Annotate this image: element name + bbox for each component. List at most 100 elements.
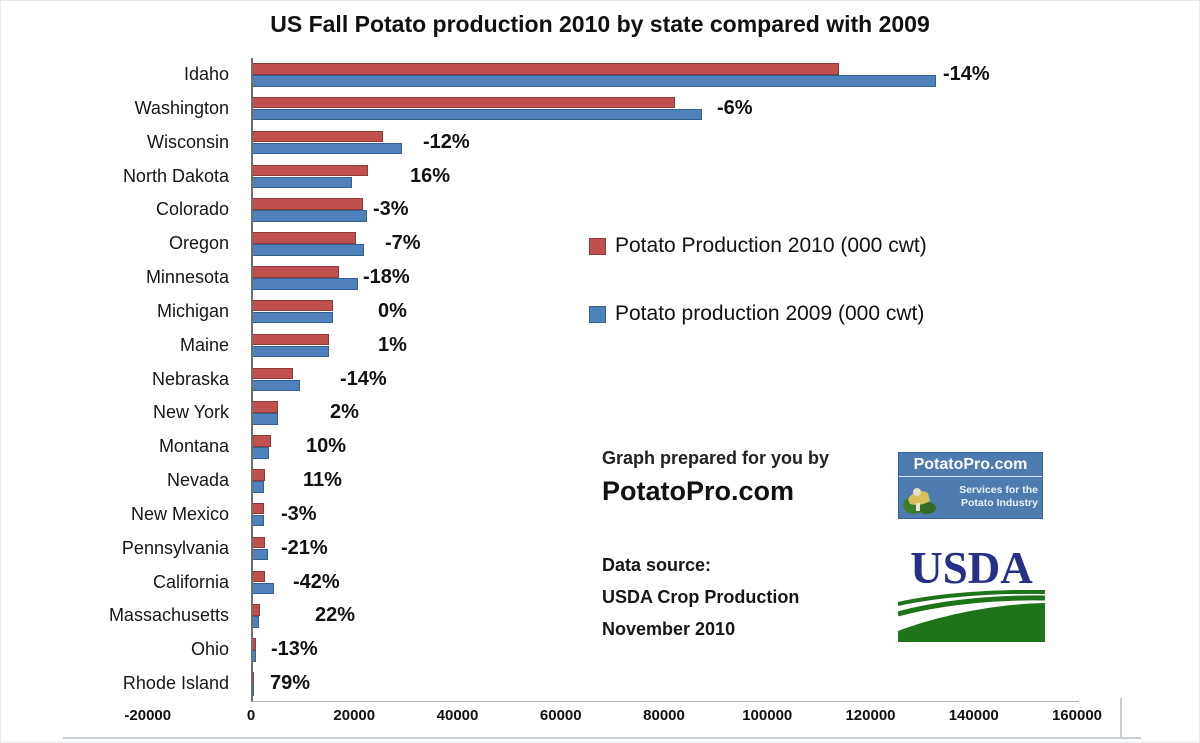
category-label: Maine bbox=[179, 334, 229, 355]
usda-logo-text: USDA bbox=[910, 543, 1033, 593]
category-label: New York bbox=[152, 402, 229, 423]
bar-2009 bbox=[253, 447, 270, 459]
bar-2009 bbox=[253, 616, 259, 628]
bar-2010 bbox=[253, 401, 279, 413]
category-label: Rhode Island bbox=[122, 673, 229, 694]
bar-2010 bbox=[253, 96, 675, 109]
bar-2009 bbox=[253, 142, 402, 155]
legend-label-2009: Potato production 2009 (000 cwt) bbox=[615, 302, 925, 325]
bar-2010 bbox=[253, 570, 266, 583]
bar-2010 bbox=[253, 536, 265, 549]
legend-swatch-2010-icon bbox=[589, 237, 606, 255]
chart-right-border bbox=[1120, 698, 1122, 738]
pct-change-label: 10% bbox=[306, 435, 347, 458]
potatopro-subtitle-line2: Potato Industry bbox=[960, 497, 1038, 509]
chart-title: US Fall Potato production 2010 by state … bbox=[270, 11, 930, 37]
bar-2010 bbox=[253, 266, 340, 278]
usda-logo: USDA bbox=[898, 543, 1045, 644]
x-tick-label: -20000 bbox=[124, 707, 172, 724]
category-label: Massachusetts bbox=[108, 605, 229, 626]
potatopro-logo-body: Services for the Potato Industry bbox=[899, 477, 1042, 518]
x-tick-label: 40000 bbox=[436, 707, 479, 724]
bar-2010 bbox=[253, 638, 256, 650]
pct-change-label: -13% bbox=[271, 638, 318, 661]
pct-change-label: 16% bbox=[410, 164, 451, 187]
bar-2010 bbox=[253, 333, 330, 346]
bar-2009 bbox=[253, 582, 275, 595]
category-label: Oregon bbox=[168, 233, 229, 254]
potatopro-logo: PotatoPro.com Services for the Potato In… bbox=[898, 452, 1043, 519]
pct-change-label: -42% bbox=[293, 570, 340, 593]
bar-2009 bbox=[253, 311, 334, 324]
pct-change-label: 0% bbox=[378, 299, 407, 322]
category-label: Nevada bbox=[166, 470, 229, 491]
category-label: California bbox=[152, 571, 229, 592]
bar-2009 bbox=[253, 244, 364, 256]
bar-2009 bbox=[253, 345, 329, 358]
bar-2009 bbox=[253, 379, 300, 392]
x-axis-tick-labels: -20000 0 20000 40000 60000 80000 100000 120000 1… bbox=[1, 707, 1199, 731]
bar-2009 bbox=[253, 210, 368, 222]
bar-2009 bbox=[253, 684, 254, 696]
bar-2009 bbox=[253, 278, 359, 290]
legend-label-2010: Potato Production 2010 (000 cwt) bbox=[615, 234, 927, 257]
x-tick-label: 160000 bbox=[1051, 707, 1103, 724]
usda-field-icon bbox=[898, 590, 1045, 642]
category-label: Ohio bbox=[190, 639, 229, 660]
x-tick-label: 80000 bbox=[643, 707, 685, 724]
chart-bottom-border bbox=[63, 737, 1141, 739]
pct-change-label: -6% bbox=[717, 96, 753, 119]
pct-change-label: 2% bbox=[330, 401, 359, 424]
pct-change-label: 22% bbox=[315, 604, 356, 627]
bar-2010 bbox=[253, 604, 260, 616]
data-source-line1: Data source: bbox=[602, 555, 712, 575]
bar-2010 bbox=[253, 198, 364, 210]
x-tick-label: 100000 bbox=[742, 707, 793, 724]
potatopro-logo-subtitle: Services for the Potato Industry bbox=[938, 484, 1038, 510]
potatopro-logo-title: PotatoPro.com bbox=[899, 453, 1042, 477]
potato-harvester-icon bbox=[903, 488, 936, 514]
bar-2009 bbox=[253, 650, 256, 662]
pct-change-label: 79% bbox=[270, 672, 311, 695]
potatopro-subtitle-line1: Services for the bbox=[959, 484, 1038, 496]
category-label: Pennsylvania bbox=[121, 537, 229, 558]
category-label: Nebraska bbox=[151, 368, 229, 389]
pct-change-label: -14% bbox=[943, 63, 990, 85]
plot-area: -14% -6% -12% 16% -3% -7% -18% 0% 1% -14% 2% 10% 11%… bbox=[251, 58, 1079, 702]
y-axis-state-labels: Idaho Washington Wisconsin North Dakota Colo… bbox=[1, 58, 239, 701]
bar-2010 bbox=[253, 164, 369, 177]
bar-2009 bbox=[253, 514, 265, 527]
bar-2010 bbox=[253, 63, 839, 75]
bar-2010 bbox=[253, 435, 272, 447]
bar-2009 bbox=[253, 548, 268, 561]
legend-swatch-2009-icon bbox=[589, 305, 606, 323]
category-label: North Dakota bbox=[122, 165, 229, 186]
data-source-line2: USDA Crop Production bbox=[602, 587, 800, 607]
x-tick-label: 0 bbox=[246, 707, 256, 724]
pct-change-label: 1% bbox=[378, 333, 407, 356]
prepared-by-note: Graph prepared for you by PotatoPro.com bbox=[602, 448, 829, 507]
bar-2010 bbox=[253, 130, 384, 143]
bar-2010 bbox=[253, 299, 334, 312]
bar-2009 bbox=[253, 75, 936, 87]
pct-change-label: -7% bbox=[385, 232, 421, 255]
x-tick-label: 20000 bbox=[333, 707, 376, 724]
pct-change-label: -12% bbox=[423, 130, 470, 153]
category-label: Idaho bbox=[183, 64, 229, 84]
pct-change-label: -21% bbox=[281, 536, 328, 559]
bar-2010 bbox=[253, 502, 264, 515]
prepared-by-line: Graph prepared for you by bbox=[602, 448, 830, 468]
x-tick-label: 120000 bbox=[845, 707, 896, 724]
data-source-line3: November 2010 bbox=[602, 619, 736, 639]
category-label: Michigan bbox=[156, 300, 229, 321]
category-label: Montana bbox=[158, 436, 229, 457]
bar-2009 bbox=[253, 413, 278, 425]
bar-2009 bbox=[253, 108, 703, 121]
category-label: New Mexico bbox=[130, 503, 229, 524]
category-label: Colorado bbox=[155, 199, 229, 220]
legend-item-2009: Potato production 2009 (000 cwt) bbox=[589, 302, 924, 326]
category-label: Washington bbox=[134, 97, 229, 118]
pct-change-label: -18% bbox=[363, 266, 410, 289]
data-source-note: Data source: USDA Crop Production Novemb… bbox=[602, 549, 799, 645]
